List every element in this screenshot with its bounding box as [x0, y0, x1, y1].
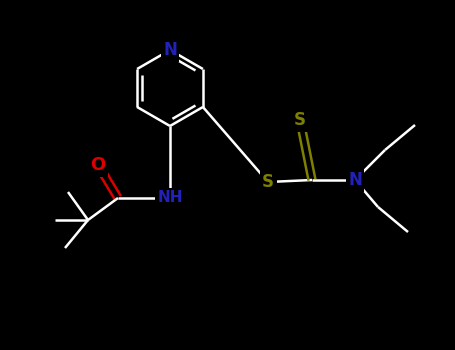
Text: NH: NH	[157, 190, 183, 205]
Text: N: N	[163, 41, 177, 59]
Text: S: S	[294, 111, 306, 129]
Text: N: N	[348, 171, 362, 189]
Text: O: O	[91, 156, 106, 174]
Text: S: S	[262, 173, 274, 191]
